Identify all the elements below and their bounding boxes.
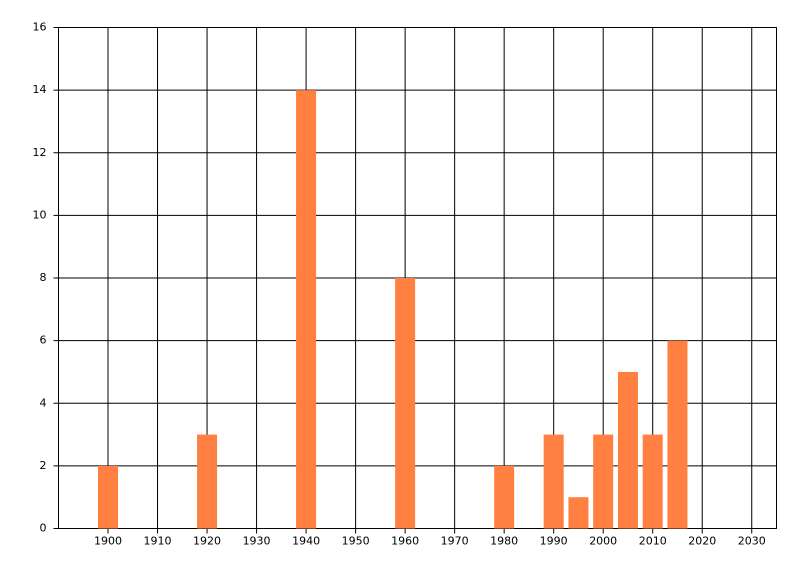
bar: [617, 371, 638, 529]
bar: [197, 434, 218, 529]
bar: [98, 465, 119, 529]
y-tick-label: 0: [40, 522, 47, 535]
x-tick-label: 2000: [589, 535, 617, 548]
bar: [494, 465, 515, 529]
x-tick-label: 1940: [292, 535, 320, 548]
y-tick-label: 10: [33, 208, 47, 221]
bar: [667, 340, 688, 529]
y-tick-label: 6: [40, 334, 47, 347]
x-tick-label: 1920: [193, 535, 221, 548]
x-tick-label: 1930: [243, 535, 271, 548]
x-tick-label: 2020: [688, 535, 716, 548]
y-tick-label: 4: [40, 396, 47, 409]
bar: [568, 497, 589, 529]
y-tick-label: 2: [40, 459, 47, 472]
bar: [593, 434, 614, 529]
bar: [296, 90, 317, 529]
bar: [543, 434, 564, 529]
y-tick-label: 14: [33, 83, 47, 96]
x-tick-label: 1970: [441, 535, 469, 548]
x-tick-label: 1980: [490, 535, 518, 548]
x-tick-label: 1910: [144, 535, 172, 548]
bar: [395, 278, 416, 529]
x-tick-label: 1960: [391, 535, 419, 548]
x-tick-label: 1950: [342, 535, 370, 548]
y-tick-label: 8: [40, 271, 47, 284]
y-tick-label: 16: [33, 21, 47, 34]
y-tick-label: 12: [33, 146, 47, 159]
x-tick-label: 1900: [94, 535, 122, 548]
bar: [642, 434, 663, 529]
x-tick-label: 2010: [639, 535, 667, 548]
x-tick-label: 1990: [540, 535, 568, 548]
x-tick-label: 2030: [738, 535, 766, 548]
